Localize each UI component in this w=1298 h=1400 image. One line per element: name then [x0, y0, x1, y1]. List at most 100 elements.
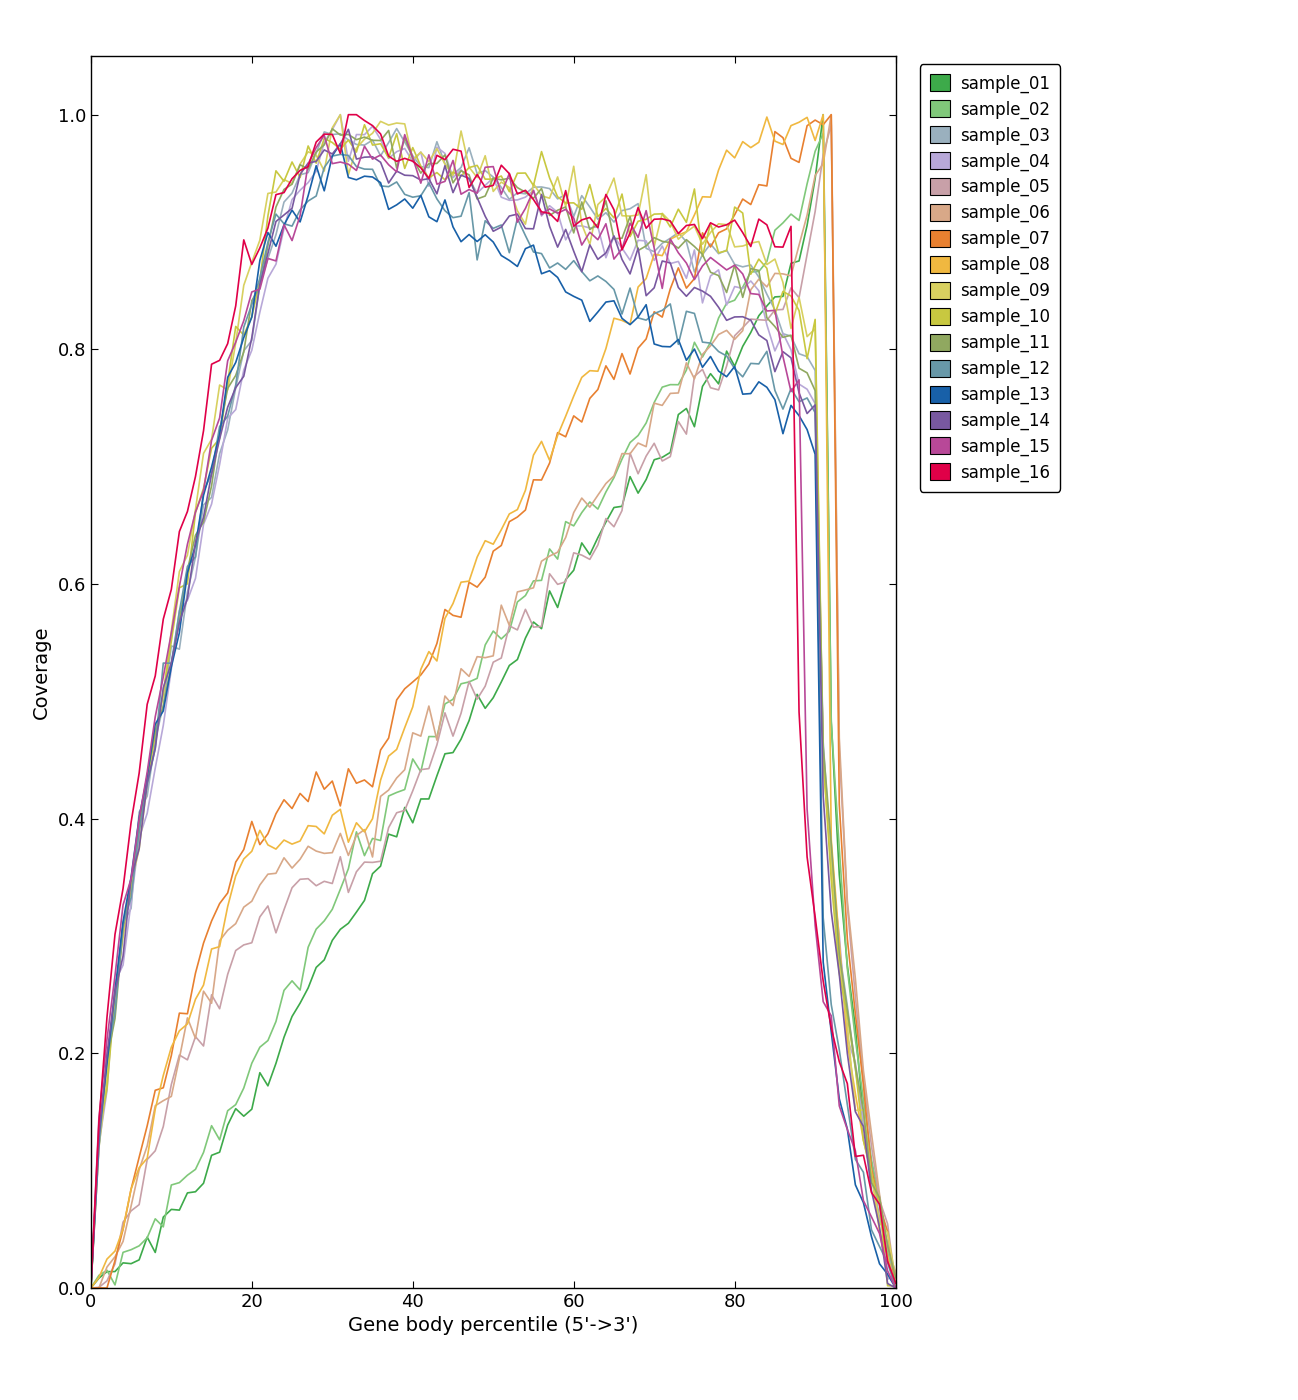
- sample_03: [461, 140, 476, 157]
- sample_15: [654, 280, 670, 297]
- sample_05: [83, 1280, 99, 1296]
- sample_03: [694, 246, 710, 263]
- sample_03: [139, 788, 154, 805]
- sample_12: [332, 146, 348, 162]
- sample_02: [888, 1277, 903, 1294]
- sample_05: [687, 368, 702, 385]
- sample_08: [453, 574, 469, 591]
- Line: sample_01: sample_01: [91, 115, 896, 1288]
- sample_01: [566, 561, 582, 578]
- sample_16: [654, 210, 670, 227]
- sample_13: [83, 1280, 99, 1296]
- sample_14: [888, 1280, 903, 1296]
- sample_02: [139, 1229, 154, 1246]
- sample_06: [888, 1264, 903, 1281]
- sample_01: [284, 1008, 300, 1025]
- sample_12: [694, 333, 710, 350]
- sample_12: [654, 302, 670, 319]
- sample_06: [823, 106, 839, 123]
- sample_04: [654, 238, 670, 255]
- sample_03: [284, 185, 300, 202]
- sample_15: [461, 181, 476, 197]
- Line: sample_12: sample_12: [91, 154, 896, 1288]
- sample_10: [83, 1280, 99, 1296]
- sample_09: [574, 216, 589, 232]
- sample_03: [83, 1280, 99, 1296]
- sample_05: [284, 879, 300, 896]
- sample_08: [646, 246, 662, 263]
- sample_10: [574, 202, 589, 218]
- sample_06: [566, 504, 582, 521]
- sample_09: [654, 204, 670, 221]
- sample_13: [574, 291, 589, 308]
- sample_10: [284, 154, 300, 171]
- sample_07: [646, 304, 662, 321]
- sample_05: [566, 545, 582, 561]
- sample_15: [139, 763, 154, 780]
- sample_13: [654, 337, 670, 354]
- sample_05: [139, 1151, 154, 1168]
- Line: sample_11: sample_11: [91, 129, 896, 1288]
- sample_04: [332, 106, 348, 123]
- sample_02: [453, 675, 469, 692]
- sample_10: [461, 160, 476, 176]
- sample_06: [646, 395, 662, 412]
- sample_02: [284, 973, 300, 990]
- sample_07: [888, 1280, 903, 1296]
- sample_16: [83, 1280, 99, 1296]
- sample_07: [284, 801, 300, 818]
- sample_05: [453, 704, 469, 721]
- sample_13: [888, 1280, 903, 1296]
- Line: sample_04: sample_04: [91, 115, 896, 1288]
- sample_04: [574, 217, 589, 234]
- sample_13: [694, 358, 710, 375]
- sample_15: [397, 126, 413, 143]
- Line: sample_07: sample_07: [91, 115, 896, 1288]
- sample_12: [888, 1280, 903, 1296]
- sample_08: [815, 106, 831, 123]
- sample_14: [139, 774, 154, 791]
- sample_07: [687, 270, 702, 287]
- sample_03: [389, 120, 405, 137]
- sample_04: [284, 192, 300, 209]
- sample_06: [687, 371, 702, 388]
- Legend: sample_01, sample_02, sample_03, sample_04, sample_05, sample_06, sample_07, sam: sample_01, sample_02, sample_03, sample_…: [920, 64, 1060, 491]
- X-axis label: Gene body percentile (5'->3'): Gene body percentile (5'->3'): [348, 1316, 639, 1336]
- sample_08: [139, 1149, 154, 1166]
- sample_07: [453, 609, 469, 626]
- sample_16: [888, 1275, 903, 1292]
- sample_06: [453, 661, 469, 678]
- sample_14: [83, 1280, 99, 1296]
- sample_15: [574, 237, 589, 253]
- sample_10: [654, 206, 670, 223]
- sample_09: [139, 774, 154, 791]
- sample_04: [694, 294, 710, 311]
- sample_11: [888, 1270, 903, 1287]
- sample_01: [83, 1280, 99, 1296]
- sample_10: [888, 1278, 903, 1295]
- sample_09: [888, 1270, 903, 1287]
- sample_15: [888, 1280, 903, 1296]
- sample_01: [687, 419, 702, 435]
- sample_16: [139, 696, 154, 713]
- sample_16: [284, 171, 300, 188]
- sample_07: [139, 1117, 154, 1134]
- sample_08: [284, 836, 300, 853]
- Line: sample_09: sample_09: [91, 115, 896, 1288]
- sample_03: [654, 235, 670, 252]
- sample_06: [83, 1280, 99, 1296]
- sample_11: [574, 193, 589, 210]
- sample_11: [694, 246, 710, 263]
- sample_11: [461, 167, 476, 183]
- Line: sample_03: sample_03: [91, 129, 896, 1288]
- sample_14: [284, 200, 300, 217]
- sample_13: [461, 227, 476, 244]
- sample_01: [453, 731, 469, 748]
- sample_07: [823, 106, 839, 123]
- sample_14: [340, 120, 356, 137]
- sample_05: [646, 435, 662, 452]
- Y-axis label: Coverage: Coverage: [31, 626, 51, 718]
- sample_02: [687, 333, 702, 350]
- sample_09: [461, 158, 476, 175]
- sample_12: [461, 185, 476, 202]
